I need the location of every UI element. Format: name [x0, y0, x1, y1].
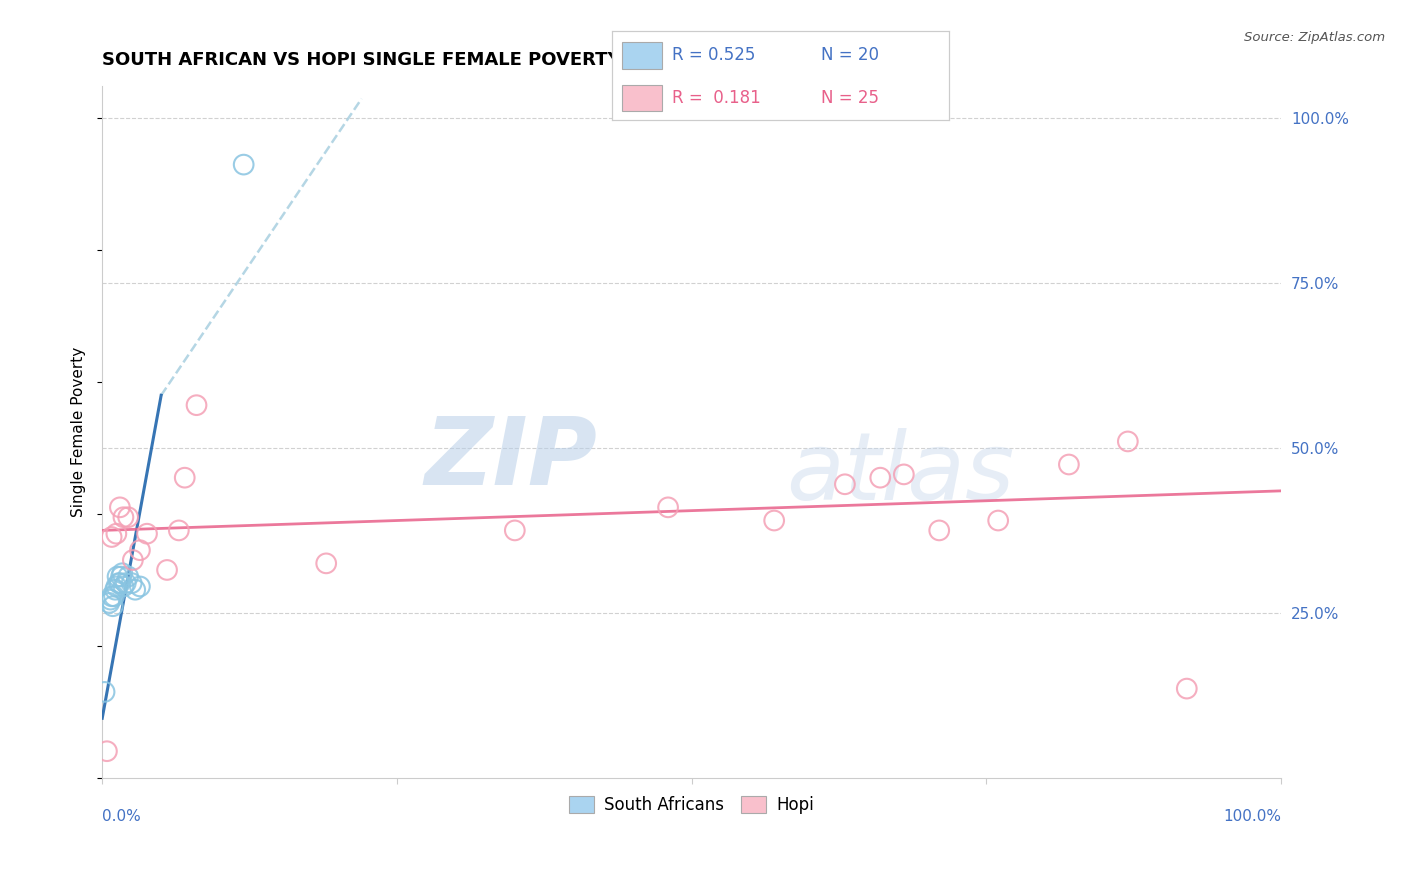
Point [100, 592, 122, 607]
Point [117, 569, 139, 583]
Point [110, 569, 132, 583]
Point [503, 524, 526, 538]
Point [657, 500, 679, 515]
Point [928, 524, 950, 538]
FancyBboxPatch shape [621, 85, 662, 112]
Legend: South Africans, Hopi: South Africans, Hopi [562, 789, 821, 822]
Point [121, 553, 143, 567]
Point [763, 514, 786, 528]
Point [869, 471, 891, 485]
Point [173, 471, 195, 485]
Point [107, 576, 129, 591]
Point [834, 477, 856, 491]
Text: N = 20: N = 20 [821, 46, 879, 64]
Point [111, 566, 134, 581]
Point [1057, 458, 1080, 472]
Text: ZIP: ZIP [425, 413, 598, 505]
FancyBboxPatch shape [621, 42, 662, 69]
Point [129, 579, 152, 593]
Point [105, 526, 128, 541]
Point [112, 510, 135, 524]
Point [987, 514, 1010, 528]
Point [108, 576, 131, 591]
Point [101, 599, 124, 614]
Point [100, 590, 122, 604]
Point [100, 530, 122, 544]
Text: 100.0%: 100.0% [1223, 809, 1281, 823]
Text: SOUTH AFRICAN VS HOPI SINGLE FEMALE POVERTY CORRELATION CHART: SOUTH AFRICAN VS HOPI SINGLE FEMALE POVE… [103, 51, 842, 69]
Point [98, 596, 121, 610]
Point [93, 685, 115, 699]
Point [112, 579, 135, 593]
Point [108, 500, 131, 515]
Y-axis label: Single Female Poverty: Single Female Poverty [72, 346, 86, 516]
Point [107, 569, 129, 583]
Text: R =  0.181: R = 0.181 [672, 89, 761, 107]
Point [105, 579, 128, 593]
Point [1116, 434, 1139, 449]
Point [136, 526, 159, 541]
Point [129, 543, 152, 558]
Point [893, 467, 915, 482]
Text: R = 0.525: R = 0.525 [672, 46, 755, 64]
Point [96, 744, 118, 758]
Point [167, 524, 190, 538]
Point [232, 158, 254, 172]
Text: atlas: atlas [786, 427, 1014, 518]
Point [315, 557, 337, 571]
Point [186, 398, 208, 412]
Point [121, 576, 143, 591]
Point [114, 576, 136, 591]
Point [117, 510, 139, 524]
Point [1175, 681, 1198, 696]
Text: Source: ZipAtlas.com: Source: ZipAtlas.com [1244, 31, 1385, 45]
Point [124, 582, 146, 597]
Point [103, 590, 125, 604]
Text: 0.0%: 0.0% [103, 809, 141, 823]
Point [104, 582, 127, 597]
Point [156, 563, 179, 577]
Text: N = 25: N = 25 [821, 89, 879, 107]
